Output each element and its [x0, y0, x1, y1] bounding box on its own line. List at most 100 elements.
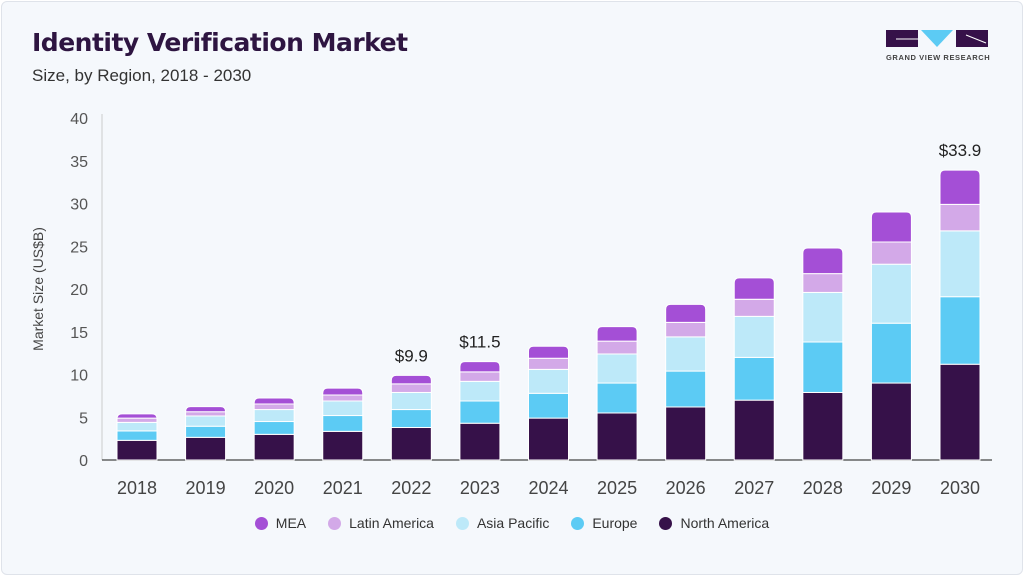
legend-item-north-america: North America	[659, 515, 769, 531]
bar-segment-asia-pacific	[939, 230, 981, 298]
x-tick-label: 2021	[323, 478, 363, 498]
bar-segment-latin-america	[596, 340, 638, 355]
bar-segment-latin-america	[733, 298, 775, 317]
legend-label: MEA	[275, 515, 307, 531]
bar-segment-latin-america	[870, 241, 912, 265]
bar-segment-latin-america	[802, 273, 844, 293]
logo-text: GRAND VIEW RESEARCH	[886, 53, 991, 62]
bar-segment-north-america	[939, 363, 981, 461]
bar-segment-europe	[185, 425, 227, 438]
bar-segment-latin-america	[390, 383, 432, 393]
bar-segment-europe	[870, 322, 912, 384]
bar-segment-asia-pacific	[390, 391, 432, 411]
legend-swatch	[328, 516, 342, 530]
y-tick-label: 15	[70, 325, 88, 342]
bar-segment-asia-pacific	[733, 315, 775, 358]
bar-segment-europe	[939, 296, 981, 365]
bar-segment-asia-pacific	[802, 291, 844, 343]
bar-segment-latin-america	[528, 357, 569, 370]
bar-segment-europe	[459, 400, 501, 424]
bar-segment-europe	[253, 421, 295, 435]
y-tick-label: 20	[70, 282, 88, 299]
legend-swatch	[455, 516, 469, 530]
y-tick-label: 35	[70, 154, 88, 171]
legend-item-europe: Europe	[571, 515, 637, 531]
y-tick-label: 0	[79, 453, 88, 470]
bar-segment-north-america	[596, 412, 638, 461]
bar-segment-mea	[870, 211, 912, 243]
bar-segment-north-america	[733, 399, 775, 461]
x-tick-label: 2020	[254, 478, 294, 498]
bar-segment-mea	[459, 361, 501, 373]
bar-segment-latin-america	[322, 394, 364, 402]
bar-segment-europe	[528, 392, 569, 419]
bar-segment-asia-pacific	[596, 353, 638, 384]
logo-mark-icon	[886, 30, 988, 47]
bar-segment-europe	[322, 415, 364, 432]
x-tick-label: 2028	[803, 478, 843, 498]
bar-segment-asia-pacific	[870, 263, 912, 324]
x-tick-label: 2029	[871, 478, 911, 498]
chart-subtitle: Size, by Region, 2018 - 2030	[32, 66, 252, 85]
legend-label: Europe	[592, 515, 638, 531]
x-tick-label: 2019	[186, 478, 226, 498]
x-tick-label: 2030	[940, 478, 980, 498]
bar-segment-north-america	[528, 417, 569, 461]
x-tick-label: 2027	[734, 478, 774, 498]
bar-segment-north-america	[802, 391, 844, 461]
bar-segment-mea	[390, 374, 432, 385]
bar-segment-latin-america	[939, 203, 981, 232]
bar-segment-asia-pacific	[665, 336, 707, 372]
y-tick-label: 40	[70, 111, 88, 128]
chart-title: Identity Verification Market	[32, 28, 408, 57]
bar-segment-north-america	[253, 433, 295, 461]
bar-segment-asia-pacific	[528, 368, 569, 394]
bar-segment-north-america	[665, 406, 707, 461]
x-tick-label: 2018	[117, 478, 157, 498]
data-label: $11.5	[459, 333, 500, 352]
legend-label: North America	[680, 515, 770, 531]
bar-segment-asia-pacific	[253, 409, 295, 423]
y-tick-label: 5	[79, 410, 88, 427]
bar-segment-asia-pacific	[185, 415, 227, 427]
y-tick-label: 30	[70, 197, 88, 214]
bar-segment-latin-america	[253, 403, 295, 411]
bar-segment-asia-pacific	[322, 400, 364, 417]
bar-segment-latin-america	[185, 411, 227, 417]
x-tick-label: 2023	[460, 478, 500, 498]
legend-label: Asia Pacific	[476, 515, 550, 531]
x-tick-label: 2022	[391, 478, 431, 498]
legend: MEA Latin America Asia Pacific Europe North …	[0, 515, 1024, 531]
x-tick-label: 2024	[528, 478, 568, 498]
bar-segment-asia-pacific	[116, 421, 158, 432]
data-label: $33.9	[939, 141, 982, 160]
bar-segment-mea	[528, 345, 569, 359]
bar-segment-latin-america	[116, 417, 158, 423]
bar-segment-north-america	[459, 422, 501, 461]
bar-segment-mea	[116, 413, 158, 419]
legend-item-mea: MEA	[254, 515, 307, 531]
bar-segment-mea	[185, 406, 227, 413]
bar-segment-mea	[253, 397, 295, 405]
bar-segment-north-america	[322, 430, 364, 461]
legend-swatch	[571, 516, 585, 530]
legend-item-latin-america: Latin America	[328, 515, 434, 531]
bar-segment-latin-america	[459, 371, 501, 382]
bar-segment-north-america	[116, 439, 158, 461]
bar-segment-europe	[733, 356, 775, 401]
legend-swatch	[254, 516, 268, 530]
legend-label: Latin America	[349, 515, 434, 531]
bar-segment-europe	[116, 430, 158, 441]
y-axis-label: Market Size (US$B)	[30, 227, 46, 351]
bar-segment-north-america	[870, 382, 912, 461]
bar-segment-mea	[802, 247, 844, 275]
y-tick-label: 25	[70, 239, 88, 256]
bar-segment-europe	[390, 409, 432, 429]
bar-segment-mea	[322, 387, 364, 396]
bar-segment-latin-america	[665, 321, 707, 338]
legend-swatch	[659, 516, 673, 530]
bar-segment-europe	[596, 382, 638, 414]
bar-segment-mea	[939, 169, 981, 205]
